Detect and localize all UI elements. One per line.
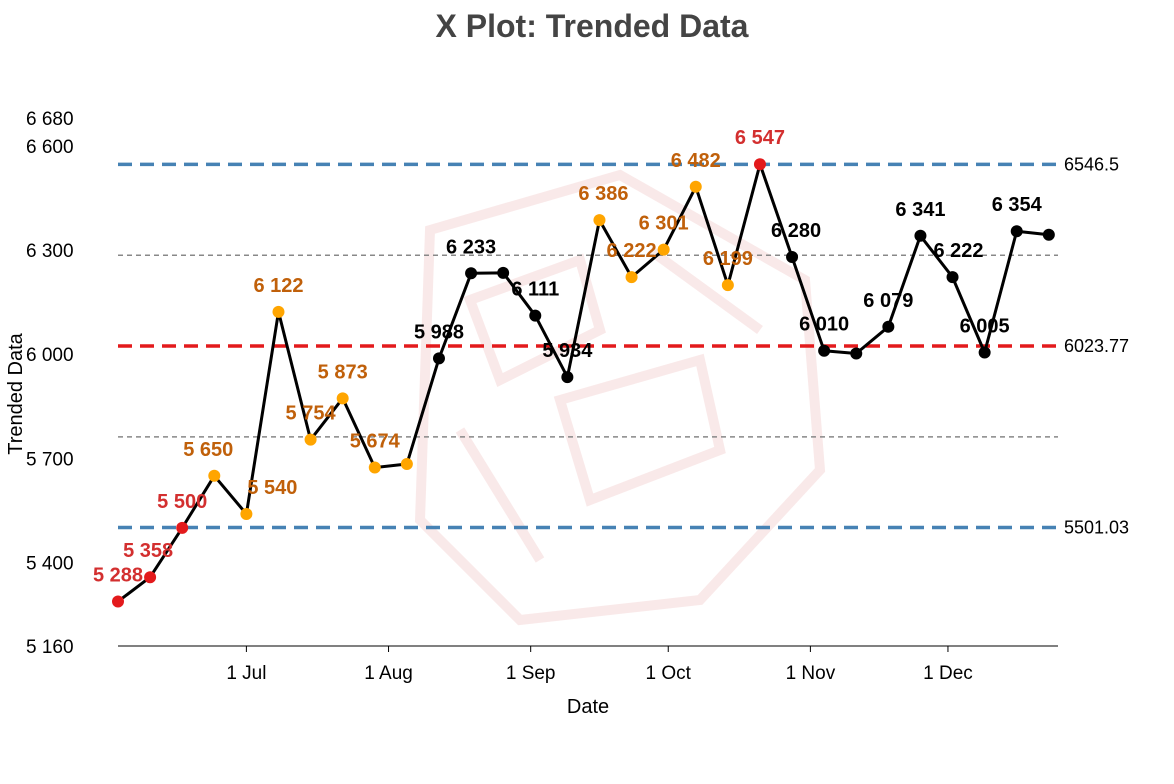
data-label: 6 482: [671, 150, 721, 172]
x-axis-label: Date: [567, 696, 609, 718]
series-line: [117, 162, 1049, 603]
data-label: 6 233: [446, 236, 496, 258]
reference-line-label: 6023.77: [1064, 336, 1129, 356]
data-point: [529, 309, 542, 322]
data-point: [689, 180, 702, 193]
data-label: 5 288: [93, 565, 143, 587]
y-tick-label: 6 300: [26, 241, 74, 262]
data-point: [465, 267, 478, 280]
data-label: 6 111: [511, 279, 559, 301]
reference-lines: 6546.5 6023.77 5501.03: [118, 154, 1129, 538]
data-point: [850, 347, 863, 360]
data-label: 6 354: [992, 194, 1043, 216]
data-label: 6 079: [863, 290, 913, 312]
x-tick-label: 1 Oct: [646, 663, 692, 684]
data-point: [432, 352, 445, 365]
data-point: [497, 266, 510, 279]
data-series: [112, 158, 1055, 608]
y-tick-label: 6 000: [26, 345, 74, 366]
data-label: 5 754: [286, 403, 337, 425]
data-point: [786, 250, 799, 263]
data-point: [176, 521, 189, 534]
data-point: [561, 371, 574, 384]
data-label: 6 222: [607, 240, 657, 262]
y-tick-label: 5 700: [26, 449, 74, 470]
data-point: [368, 461, 381, 474]
data-label: 5 358: [123, 540, 173, 562]
reference-line-label: 6546.5: [1064, 154, 1119, 174]
y-tick-label: 6 600: [26, 137, 74, 158]
data-label: 6 280: [771, 220, 821, 242]
data-label: 6 301: [639, 213, 689, 235]
y-axis-label: Trended Data: [5, 332, 27, 454]
data-label: 6 199: [703, 248, 753, 270]
x-tick-label: 1 Jul: [226, 663, 266, 684]
data-label: 5 934: [542, 340, 593, 362]
data-labels: 5 288 5 358 5 500 5 650 5 540 6 122 5 754 5 873…: [93, 127, 1043, 586]
data-point: [240, 508, 253, 520]
data-label: 5 650: [183, 439, 233, 461]
data-point: [304, 433, 317, 446]
data-point: [914, 229, 927, 242]
data-point: [657, 243, 670, 256]
data-point: [593, 214, 606, 227]
data-label: 6 122: [253, 275, 303, 297]
y-tick-label: 5 400: [26, 554, 74, 575]
data-point: [1042, 228, 1055, 241]
data-point: [144, 571, 157, 584]
reference-line-label: 5501.03: [1064, 518, 1129, 538]
y-tick-label: 6 680: [26, 109, 74, 130]
data-label: 6 222: [934, 240, 984, 262]
watermark-logo: [414, 169, 826, 626]
data-point: [112, 595, 124, 608]
data-label: 5 500: [157, 491, 207, 513]
chart-title: X Plot: Trended Data: [436, 8, 749, 44]
data-point: [721, 279, 734, 292]
data-label: 5 674: [350, 430, 401, 452]
data-point: [978, 346, 991, 359]
data-label: 6 341: [895, 199, 945, 221]
data-label: 5 540: [247, 477, 297, 499]
data-point: [1010, 225, 1023, 238]
x-tick-label: 1 Dec: [923, 663, 973, 684]
x-tick-label: 1 Nov: [786, 663, 836, 684]
data-point: [208, 469, 221, 482]
data-label: 6 005: [960, 315, 1010, 337]
y-axis-ticks: 5 160 5 400 5 700 6 000 6 300 6 600 6 680: [26, 109, 74, 658]
data-label: 6 010: [799, 314, 849, 336]
data-point: [753, 158, 766, 171]
x-tick-label: 1 Aug: [364, 663, 413, 684]
y-tick-label: 5 160: [26, 637, 74, 658]
data-label: 5 873: [318, 361, 368, 383]
x-axis-ticks: 1 Jul 1 Aug 1 Sep 1 Oct 1 Nov 1 Dec: [226, 646, 973, 684]
data-label: 6 386: [578, 183, 628, 205]
data-point: [946, 271, 959, 284]
data-point: [882, 320, 895, 333]
data-point: [818, 344, 831, 357]
data-point: [272, 305, 285, 318]
data-point: [336, 392, 349, 405]
x-tick-label: 1 Sep: [506, 663, 556, 684]
data-label: 6 547: [735, 127, 785, 149]
data-label: 5 988: [414, 321, 464, 343]
data-point: [400, 457, 413, 470]
data-point: [625, 271, 638, 284]
